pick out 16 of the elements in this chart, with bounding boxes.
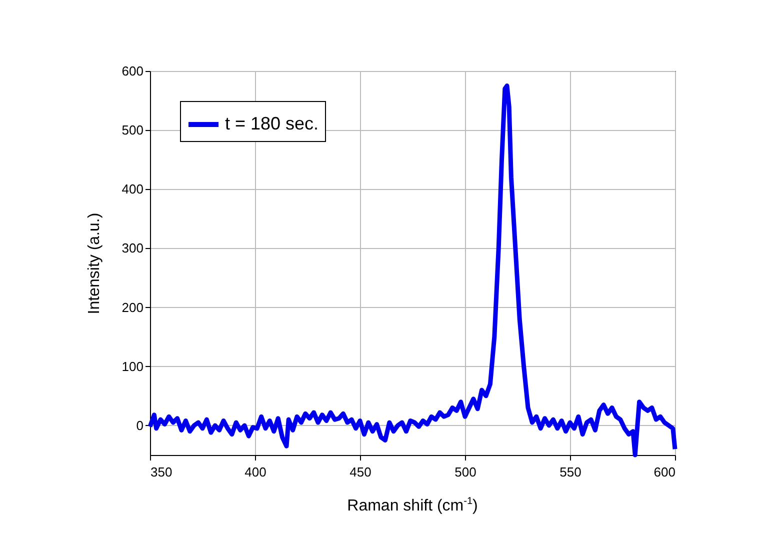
y-tick-label: 500 bbox=[122, 122, 144, 138]
x-tick-label: 450 bbox=[350, 464, 372, 480]
x-tick-label: 600 bbox=[654, 464, 676, 480]
x-tick-label: 350 bbox=[150, 464, 172, 480]
y-tick-label: 300 bbox=[122, 240, 144, 256]
y-tick-label: 200 bbox=[122, 300, 144, 315]
y-axis-title: Intensity (a.u.) bbox=[86, 212, 103, 314]
x-tick-label: 400 bbox=[244, 464, 266, 480]
legend-label: t = 180 sec. bbox=[225, 114, 319, 134]
x-tick-label: 550 bbox=[560, 464, 582, 480]
y-tick-label: 0 bbox=[136, 418, 144, 433]
x-tick-label: 500 bbox=[454, 464, 476, 480]
y-tick-label: 100 bbox=[122, 358, 144, 374]
y-tick-label: 600 bbox=[122, 64, 144, 78]
y-tick-label: 400 bbox=[122, 182, 144, 197]
x-axis-title: Raman shift (cm$^{-1}$) bbox=[346, 496, 479, 516]
